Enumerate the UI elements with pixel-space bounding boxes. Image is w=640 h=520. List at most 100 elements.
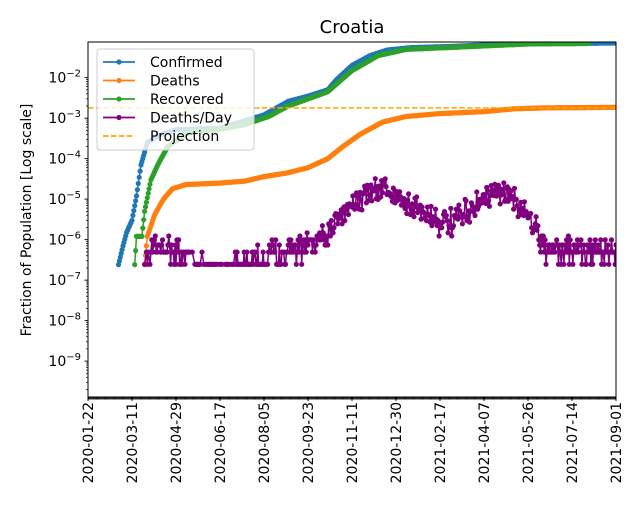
data-point <box>411 214 417 220</box>
data-point <box>131 208 137 214</box>
legend-box <box>96 48 255 151</box>
data-point <box>303 249 309 255</box>
legend-marker <box>116 77 122 84</box>
data-point <box>613 42 616 46</box>
data-point <box>159 242 165 248</box>
data-point <box>577 242 583 248</box>
y-tick-exponent: −4 <box>66 150 81 161</box>
data-point <box>312 249 318 255</box>
data-point <box>244 249 250 255</box>
legend-label: Confirmed <box>150 55 223 71</box>
data-point <box>465 215 471 221</box>
data-point <box>510 206 517 212</box>
y-tick-exponent: −7 <box>66 271 81 282</box>
data-point <box>143 243 149 249</box>
legend-marker <box>116 59 122 65</box>
data-point <box>144 195 150 201</box>
data-point <box>132 262 138 268</box>
data-point <box>170 249 176 255</box>
data-point <box>513 196 519 202</box>
data-point <box>535 223 541 229</box>
data-point <box>414 194 420 200</box>
data-point <box>605 242 611 248</box>
data-point <box>199 249 205 255</box>
data-point <box>410 209 416 216</box>
data-point <box>283 261 289 267</box>
data-point <box>367 192 373 199</box>
data-point <box>137 168 143 174</box>
data-point <box>448 205 454 211</box>
data-point <box>272 249 278 255</box>
y-tick-label: 10−5 <box>48 190 81 208</box>
y-tick-base: 10 <box>48 314 66 330</box>
y-tick-base: 10 <box>48 192 66 208</box>
y-tick-base: 10 <box>48 354 66 370</box>
data-point <box>575 249 581 255</box>
data-point <box>539 242 546 248</box>
data-point <box>172 242 178 248</box>
data-point <box>358 197 364 203</box>
data-point <box>146 186 152 192</box>
data-point <box>472 212 478 219</box>
data-point <box>330 230 336 236</box>
data-point <box>533 214 539 220</box>
data-point <box>321 237 327 243</box>
data-point <box>612 261 616 267</box>
data-point <box>300 242 306 248</box>
data-point <box>554 237 560 243</box>
data-point <box>552 249 558 255</box>
data-point <box>327 223 333 229</box>
data-point <box>606 261 612 267</box>
data-point <box>570 261 576 267</box>
legend-item-deaths: Deaths <box>103 74 200 90</box>
data-point <box>511 185 518 191</box>
x-tick-label: 2021-07-14 <box>565 402 581 483</box>
data-point <box>397 189 403 195</box>
data-point <box>595 242 601 248</box>
data-point <box>154 249 160 255</box>
data-point <box>276 242 282 248</box>
x-tick-label: 2020-01-22 <box>81 402 97 483</box>
y-tick-base: 10 <box>48 233 66 249</box>
legend-marker <box>116 96 122 102</box>
data-point <box>528 210 534 217</box>
x-tick-label: 2020-11-11 <box>345 402 361 483</box>
series-deaths-day <box>142 176 616 267</box>
data-point <box>534 227 540 233</box>
data-point <box>382 176 388 182</box>
y-tick-label: 10−4 <box>48 150 81 168</box>
data-point <box>581 242 587 248</box>
data-point <box>166 233 172 239</box>
data-point <box>331 225 337 231</box>
data-point <box>459 221 465 227</box>
data-point <box>377 183 383 189</box>
legend-label: Deaths/Day <box>150 111 232 127</box>
data-point <box>133 193 140 199</box>
data-point <box>145 190 151 196</box>
data-point <box>485 198 492 204</box>
data-point <box>335 221 341 227</box>
data-point <box>486 203 492 209</box>
y-tick-label: 10−6 <box>48 231 81 249</box>
x-tick-label: 2020-06-17 <box>213 402 229 483</box>
y-tick-label: 10−7 <box>48 271 81 289</box>
data-point <box>591 242 597 248</box>
data-point <box>350 193 356 199</box>
data-point <box>474 189 480 195</box>
data-point <box>313 242 319 248</box>
data-point <box>164 249 170 255</box>
data-point <box>291 249 297 255</box>
data-point <box>152 233 158 239</box>
data-point <box>494 193 500 199</box>
y-tick-exponent: −8 <box>66 312 81 323</box>
data-point <box>467 219 473 225</box>
data-point <box>319 223 325 229</box>
y-tick-exponent: −3 <box>66 109 81 120</box>
data-point <box>428 203 434 209</box>
data-point <box>343 207 349 213</box>
legend-label: Projection <box>150 129 219 145</box>
data-point <box>585 242 591 248</box>
data-point <box>564 237 570 243</box>
data-point <box>498 186 504 192</box>
data-point <box>353 201 359 208</box>
